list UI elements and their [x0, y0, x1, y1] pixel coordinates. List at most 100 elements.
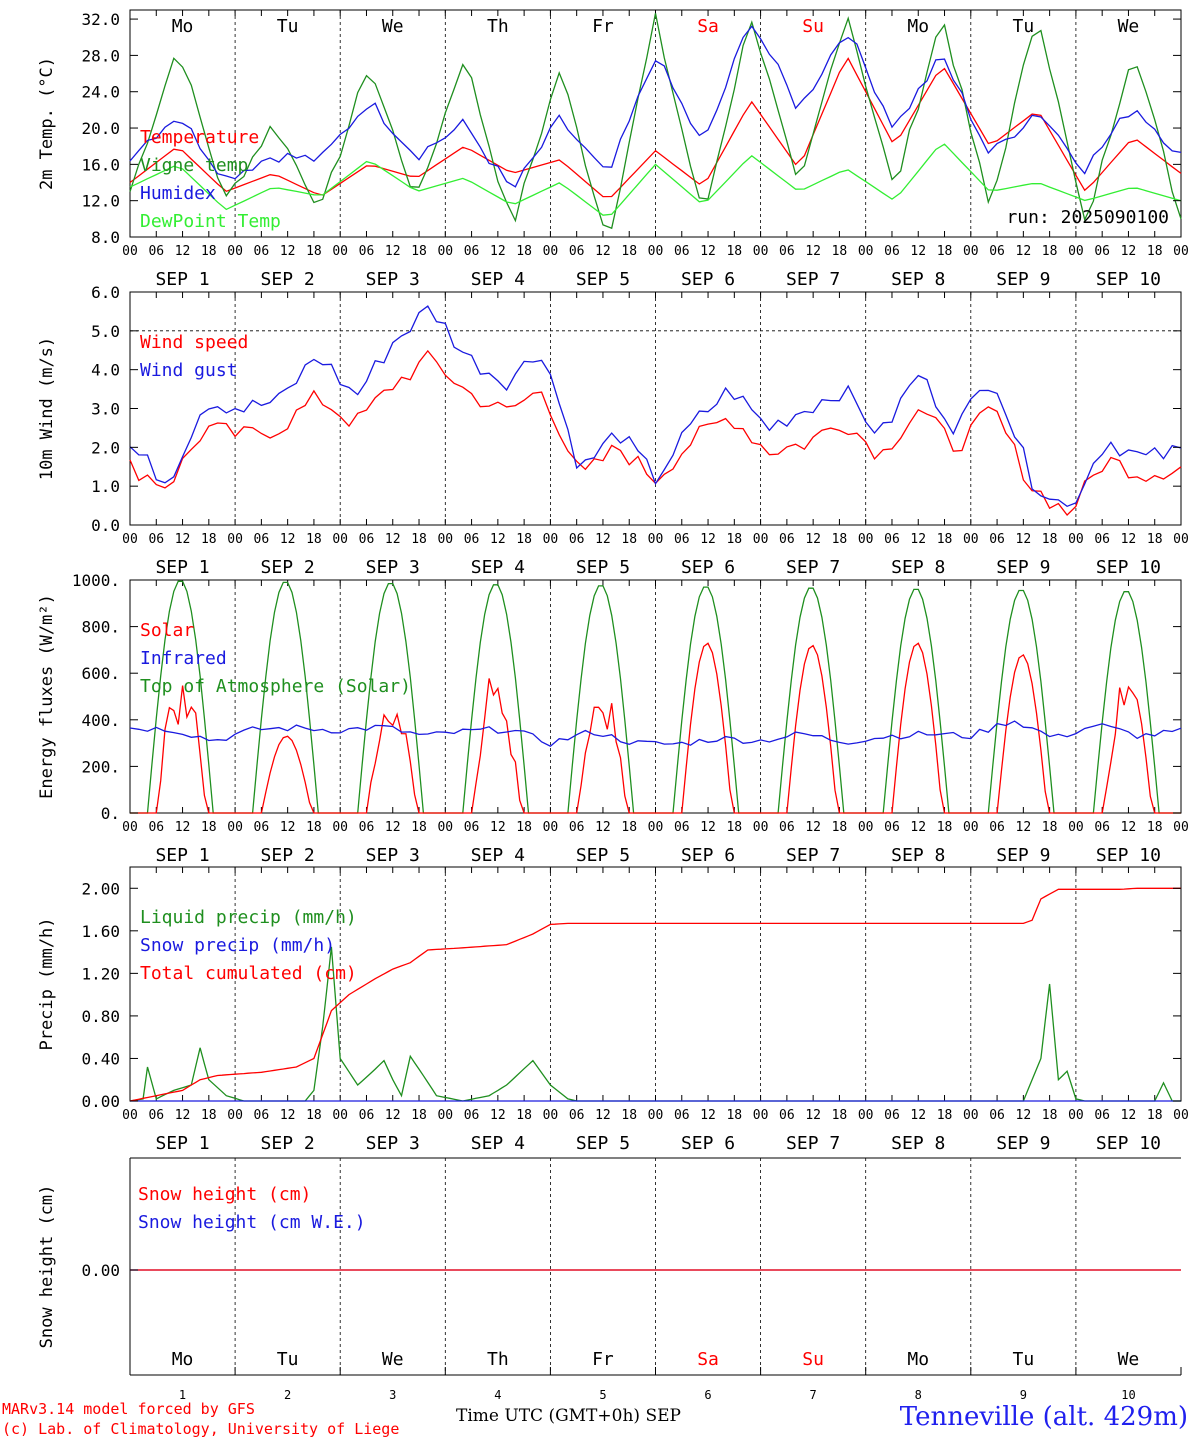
x-tick-label: 06 — [989, 532, 1005, 547]
x-tick-label: 06 — [464, 820, 480, 835]
date-label: SEP 10 — [1096, 269, 1161, 290]
date-label: SEP 2 — [261, 845, 315, 866]
x-tick-label: 00 — [122, 820, 138, 835]
x-tick-label: 18 — [832, 532, 848, 547]
model-credit: MARv3.14 model forced by GFS — [2, 1400, 255, 1418]
x-tick-label: 18 — [411, 532, 427, 547]
y-axis-label-2: Energy fluxes (W/m²) — [37, 594, 57, 799]
x-tick-label: 12 — [490, 532, 506, 547]
x-tick-label: 00 — [753, 532, 769, 547]
x-tick-label: 12 — [700, 532, 716, 547]
day-name: Su — [802, 1349, 824, 1370]
x-tick-label: 18 — [516, 244, 532, 259]
day-number: 7 — [810, 1388, 817, 1402]
x-tick-label: 00 — [122, 532, 138, 547]
series-blue — [129, 25, 1182, 188]
date-label: SEP 2 — [261, 269, 315, 290]
x-tick-label: 18 — [621, 820, 637, 835]
x-tick-label: 00 — [753, 1108, 769, 1123]
y-tick-label: 200. — [81, 757, 120, 776]
y-tick-label: 1000. — [72, 571, 120, 590]
legend-blue: Infrared — [140, 648, 227, 669]
x-tick-label: 18 — [516, 532, 532, 547]
x-tick-label: 00 — [332, 1108, 348, 1123]
y-tick-label: 8.0 — [91, 228, 120, 247]
day-number: 8 — [915, 1388, 922, 1402]
x-tick-label: 06 — [1094, 820, 1110, 835]
x-tick-label: 12 — [490, 244, 506, 259]
legend-red: Temperature — [140, 127, 259, 148]
date-label: SEP 8 — [891, 557, 945, 578]
x-tick-label: 06 — [569, 820, 585, 835]
date-label: SEP 2 — [261, 557, 315, 578]
x-tick-label: 06 — [779, 820, 795, 835]
x-tick-label: 06 — [148, 820, 164, 835]
x-tick-label: 12 — [595, 532, 611, 547]
y-tick-label: 0.0 — [91, 516, 120, 535]
x-tick-label: 18 — [621, 532, 637, 547]
x-tick-label: 00 — [963, 532, 979, 547]
x-tick-label: 00 — [858, 532, 874, 547]
date-label: SEP 7 — [786, 1133, 840, 1154]
series-red — [129, 887, 1181, 1102]
x-tick-label: 12 — [595, 820, 611, 835]
date-label: SEP 5 — [576, 1133, 630, 1154]
y-tick-label: 1.60 — [81, 922, 120, 941]
x-tick-label: 06 — [1094, 1108, 1110, 1123]
x-tick-label: 06 — [359, 244, 375, 259]
x-tick-label: 06 — [148, 244, 164, 259]
x-tick-label: 12 — [1016, 244, 1032, 259]
y-tick-label: 28.0 — [81, 46, 120, 65]
date-label: SEP 10 — [1096, 1133, 1161, 1154]
legend-red: Total cumulated (cm) — [140, 963, 357, 984]
x-tick-label: 12 — [910, 820, 926, 835]
x-tick-label: 18 — [726, 244, 742, 259]
x-tick-label: 06 — [254, 820, 270, 835]
x-tick-label: 06 — [884, 820, 900, 835]
x-tick-label: 18 — [201, 1108, 217, 1123]
x-tick-label: 06 — [1094, 532, 1110, 547]
x-tick-label: 00 — [437, 1108, 453, 1123]
x-tick-label: 12 — [595, 1108, 611, 1123]
date-label: SEP 6 — [681, 269, 735, 290]
legend-green: Top of Atmosphere (Solar) — [140, 676, 411, 697]
x-tick-label: 18 — [621, 1108, 637, 1123]
day-name: Mo — [907, 1349, 929, 1370]
x-tick-label: 12 — [175, 820, 191, 835]
day-name: We — [1118, 1349, 1140, 1370]
x-tick-label: 18 — [621, 244, 637, 259]
y-tick-label: 0.00 — [81, 1092, 120, 1111]
x-tick-label: 12 — [805, 820, 821, 835]
x-tick-label: 12 — [490, 1108, 506, 1123]
x-tick-label: 06 — [569, 1108, 585, 1123]
x-tick-label: 00 — [437, 532, 453, 547]
y-tick-label: 24.0 — [81, 83, 120, 102]
x-tick-label: 00 — [963, 1108, 979, 1123]
day-name: Tu — [277, 16, 299, 37]
x-tick-label: 00 — [227, 244, 243, 259]
x-tick-label: 06 — [464, 532, 480, 547]
series-red — [130, 642, 1181, 814]
y-tick-label: 0.00 — [81, 1261, 120, 1280]
legend-blue: Wind gust — [140, 360, 238, 381]
x-tick-label: 00 — [858, 244, 874, 259]
x-tick-label: 06 — [569, 532, 585, 547]
date-label: SEP 5 — [576, 269, 630, 290]
day-name: Su — [802, 16, 824, 37]
x-tick-label: 00 — [332, 820, 348, 835]
day-name: Fr — [592, 1349, 614, 1370]
day-name: We — [1118, 16, 1140, 37]
x-tick-label: 18 — [832, 244, 848, 259]
x-tick-label: 12 — [385, 820, 401, 835]
x-tick-label: 18 — [411, 244, 427, 259]
y-axis-label-4: Snow height (cm) — [37, 1185, 57, 1349]
day-name: Fr — [592, 16, 614, 37]
x-tick-label: 00 — [543, 820, 559, 835]
day-name: Tu — [277, 1349, 299, 1370]
day-number: 3 — [389, 1388, 396, 1402]
x-tick-label: 12 — [385, 532, 401, 547]
legend-red: Solar — [140, 620, 194, 641]
date-label: SEP 4 — [471, 1133, 525, 1154]
day-name: Mo — [907, 16, 929, 37]
